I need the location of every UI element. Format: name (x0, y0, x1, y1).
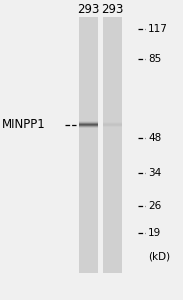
Text: 293: 293 (78, 3, 100, 16)
Bar (79, 126, 98, 127)
Text: (kD): (kD) (148, 251, 170, 262)
Bar (103, 16, 122, 273)
Text: MINPP1: MINPP1 (2, 118, 46, 131)
Text: 48: 48 (148, 133, 161, 143)
Bar (79, 121, 98, 122)
Bar (79, 124, 98, 125)
Bar (79, 125, 98, 126)
Text: 19: 19 (148, 227, 161, 238)
Bar (79, 127, 98, 128)
Bar (79, 123, 98, 124)
Text: 34: 34 (148, 167, 161, 178)
Text: 85: 85 (148, 53, 161, 64)
Bar (79, 16, 98, 273)
Text: 117: 117 (148, 23, 168, 34)
Text: 26: 26 (148, 200, 161, 211)
Bar (79, 122, 98, 123)
Text: 293: 293 (101, 3, 124, 16)
